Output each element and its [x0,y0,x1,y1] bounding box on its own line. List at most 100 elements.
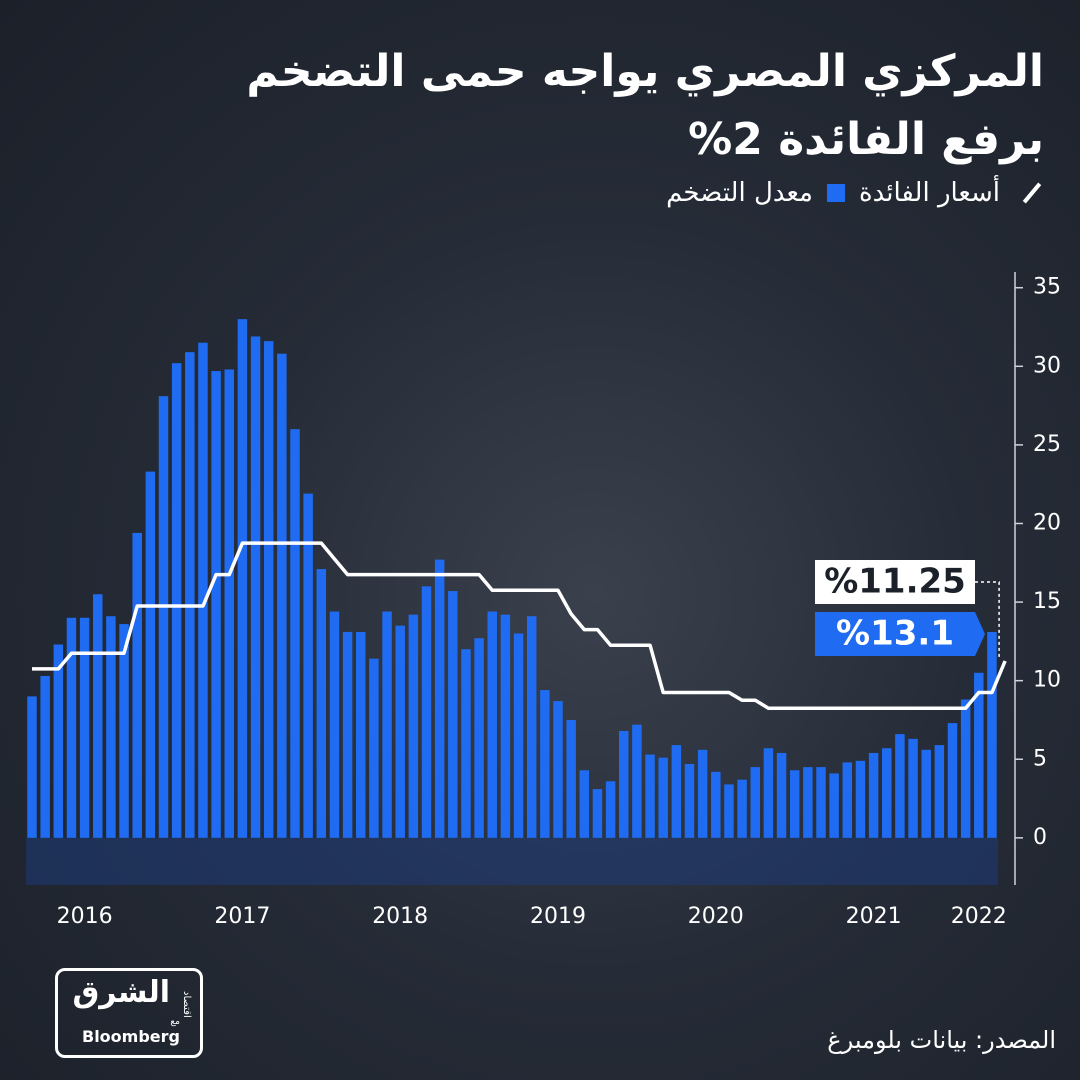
x-tick-label: 2022 [951,904,1007,929]
x-tick-label: 2019 [530,904,586,929]
bar [250,336,261,838]
bar [448,591,458,838]
bar [421,586,432,838]
baseline-band [26,837,998,885]
bar [842,762,853,838]
bar [592,789,603,838]
bar [711,771,721,838]
bar [211,371,221,838]
bar [671,745,682,838]
bar [750,767,760,838]
bar [816,767,826,838]
bar [474,638,484,838]
bar [224,369,234,838]
bar [185,352,195,838]
y-tick-label: 25 [1033,432,1061,457]
bar [158,396,169,838]
bar [342,631,353,838]
bar [908,738,918,838]
bar [66,617,77,838]
x-tick-label: 2018 [372,904,428,929]
bar [198,342,208,838]
bar [237,319,248,838]
bar [369,658,379,838]
bar [171,363,182,838]
bar [263,341,274,838]
bar [803,767,813,838]
x-tick-label: 2016 [57,904,113,929]
bar [895,734,905,838]
bar [540,690,550,838]
bar [579,770,590,838]
bar [106,616,116,838]
legend-label: معدل التضخم [666,178,813,208]
bar [513,633,524,838]
y-tick-label: 15 [1033,589,1061,614]
leader [975,581,1000,658]
bar [382,611,392,838]
bar [974,672,984,838]
logo: الشرق اقتصاد مع Bloomberg [55,968,203,1058]
bar [395,625,405,838]
bar [500,614,511,838]
legend-swatch [826,184,845,202]
y-tick-label: 5 [1033,746,1047,771]
data-label: %13.1 [836,614,954,654]
x-tick-label: 2017 [214,904,270,929]
source: المصدر: بيانات بلومبرغ [827,1026,1056,1054]
bar [947,723,958,838]
bar [93,594,103,838]
bar [277,353,287,838]
bar [566,719,576,838]
bar [829,773,839,838]
value-label: %11.25 [815,560,1000,658]
bar [553,701,563,838]
bar [461,649,471,838]
bar [882,748,892,838]
bar [119,624,129,838]
bar [145,471,156,838]
bar [960,699,971,838]
bar [526,616,537,838]
bar [356,631,366,838]
title-line: برفع الفائدة 2% [688,114,1044,165]
bar [316,569,327,838]
y-tick-label: 0 [1033,825,1047,850]
data-label: %11.25 [824,562,966,602]
legend-label: أسعار الفائدة [858,178,1000,208]
title: المركزي المصري يواجه حمى التضخم برفع الف… [44,38,1044,174]
value-label: %13.1 [815,612,985,656]
logo-text: الشرق [72,975,170,1010]
bar [27,696,37,838]
label-box [815,612,985,656]
bar [934,745,945,838]
bar [737,779,747,838]
bar [619,730,629,838]
bar [487,611,497,838]
legend: أسعار الفائدة معدل التضخم [666,178,1044,208]
line [32,541,1007,710]
y-tick-label: 30 [1033,353,1061,378]
bar [724,784,734,838]
bar [632,724,642,838]
x-tick-label: 2021 [846,904,902,929]
label-box [815,560,975,604]
bar [697,749,708,838]
bar [789,770,800,838]
logo-text: مع [170,1017,180,1027]
bar [303,493,313,838]
bar [290,429,300,838]
title-line: المركزي المصري يواجه حمى التضخم [246,46,1044,97]
logo-text: Bloomberg [82,1027,180,1046]
bar [921,749,931,838]
bar [658,757,668,838]
bar [408,614,419,838]
bar [645,754,655,838]
bar [855,760,866,838]
x-tick-label: 2020 [688,904,744,929]
bar [868,752,879,838]
bar [776,752,787,838]
bar [684,763,695,838]
